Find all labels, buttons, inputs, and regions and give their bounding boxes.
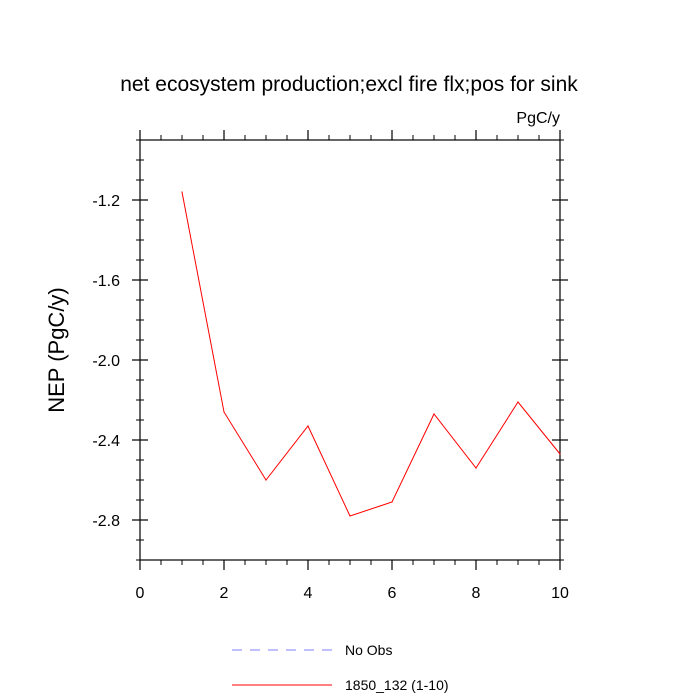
- y-tick-label: -2.8: [92, 513, 120, 530]
- y-tick-label: -1.2: [92, 193, 120, 210]
- data-point: [433, 413, 435, 415]
- plot-frame: [139, 139, 561, 561]
- x-tick-label: 6: [388, 585, 397, 602]
- legend-label: 1850_132 (1-10): [345, 677, 449, 693]
- y-tick-labels: -1.2 -1.6 -2.0 -2.4 -2.8: [92, 193, 120, 530]
- x-tick-label: 2: [220, 585, 229, 602]
- x-tick-label: 0: [136, 585, 145, 602]
- data-point: [475, 467, 477, 469]
- data-point: [391, 501, 393, 503]
- axis-ticks: [132, 130, 568, 570]
- data-point: [265, 479, 267, 481]
- data-point: [517, 401, 519, 403]
- x-tick-label: 4: [304, 585, 313, 602]
- x-tick-label: 8: [472, 585, 481, 602]
- legend-label: No Obs: [345, 642, 392, 658]
- data-point: [307, 425, 309, 427]
- chart-title: net ecosystem production;excl fire flx;p…: [120, 73, 578, 96]
- series-line: [181, 191, 561, 517]
- data-point: [181, 191, 183, 193]
- y-tick-label: -1.6: [92, 273, 120, 290]
- data-point: [349, 515, 351, 517]
- x-tick-labels: 0 2 4 6 8 10: [136, 585, 569, 602]
- y-axis-label: NEP (PgC/y): [44, 287, 69, 413]
- series-group: [181, 191, 561, 517]
- units-label: PgC/y: [516, 110, 560, 127]
- y-tick-label: -2.0: [92, 353, 120, 370]
- data-point: [223, 411, 225, 413]
- y-tick-label: -2.4: [92, 433, 120, 450]
- x-tick-label: 10: [551, 585, 569, 602]
- data-point: [559, 453, 561, 455]
- legend: No Obs 1850_132 (1-10): [232, 642, 449, 693]
